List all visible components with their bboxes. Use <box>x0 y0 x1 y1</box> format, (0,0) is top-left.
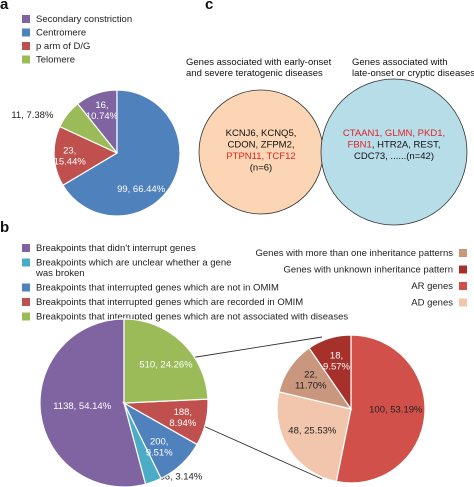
legend-label: AD genes <box>411 298 453 309</box>
venn-left-gene-text: CDON, ZFPM2, <box>227 140 294 151</box>
legend-label: Breakpoints that interrupted genes which… <box>36 297 303 308</box>
slice-label: 23, <box>63 145 76 156</box>
legend-label: Telomere <box>36 55 75 66</box>
venn-right-gene-text: FBN1 <box>348 140 372 151</box>
venn-right-gene-text: , HTR2A, REST, <box>372 140 441 151</box>
venn-right-line: FBN1, HTR2A, REST, <box>348 140 441 151</box>
pie-slice <box>308 334 352 411</box>
venn-left-line: CDON, ZFPM2, <box>227 140 294 151</box>
slice-label: 200, <box>150 437 169 448</box>
legend-swatch <box>459 265 467 274</box>
venn-right-gene-text: CTAAN1, GLMN, PKD1, <box>343 128 445 139</box>
slice-label: 15.44% <box>54 156 87 167</box>
pie-slice <box>39 318 147 487</box>
venn-right-gene-text: CDC73, ......(n=42) <box>354 151 434 162</box>
panel-label-c: c <box>205 0 213 13</box>
slice-label: 11, 7.38% <box>11 110 54 121</box>
legend-label: was broken <box>35 268 85 279</box>
legend-panel-b: Breakpoints that didn't interrupt genes B… <box>22 243 348 323</box>
legend-swatch <box>459 282 467 290</box>
venn-right-gene-list: CTAAN1, GLMN, PKD1,FBN1, HTR2A, REST,CDC… <box>343 128 445 162</box>
legend-swatch <box>459 249 467 257</box>
legend-label: Genes with unknown inheritance pattern <box>283 265 453 276</box>
legend-label: Breakpoints that didn't interrupt genes <box>36 243 196 254</box>
venn-left-line: PTPN11, TCF12 <box>226 151 295 162</box>
pie-slice <box>276 391 352 483</box>
slice-label: 22, <box>304 369 317 380</box>
slice-label: 9.57% <box>323 361 350 372</box>
legend-label: Genes with more than one inheritance pat… <box>255 248 453 259</box>
venn-right-line: CTAAN1, GLMN, PKD1, <box>343 128 445 139</box>
legend-label: Breakpoints that interrupted genes which… <box>36 283 279 294</box>
legend-label: Secondary constriction <box>36 14 132 25</box>
venn-left-line: KCNJ6, KCNQ5, <box>226 128 297 139</box>
venn-right-title-line1: Genes associated with <box>352 57 448 68</box>
venn-left-line: (n=6) <box>250 163 272 174</box>
legend-inheritance: Genes with more than one inheritance pat… <box>255 248 467 309</box>
venn-left-gene-list: KCNJ6, KCNQ5,CDON, ZFPM2,PTPN11, TCF12(n… <box>226 128 297 174</box>
pie-chart-inheritance: 100, 53.19% 48, 25.53% 22,11.70% 18,9.57% <box>276 334 426 484</box>
pie-slice <box>58 102 118 154</box>
legend-swatch <box>22 244 30 252</box>
legend-swatch <box>459 298 467 307</box>
legend-swatch <box>22 55 30 64</box>
venn-left-gene-text: KCNJ6, KCNQ5, <box>226 128 297 139</box>
legend-swatch <box>22 258 30 267</box>
legend-swatch <box>22 312 30 321</box>
pie-slice <box>335 334 426 484</box>
slice-label: 10.74% <box>86 111 119 122</box>
legend-label: Breakpoints that interrupted genes which… <box>36 312 348 323</box>
venn-right-line: CDC73, ......(n=42) <box>354 151 434 162</box>
legend-label: Breakpoints which are unclear whether a … <box>36 258 231 269</box>
panel-label-a: a <box>0 0 9 13</box>
pie-slice <box>53 125 119 187</box>
legend-swatch <box>22 283 30 292</box>
legend-swatch <box>22 42 30 50</box>
slice-label: 8.94% <box>169 418 196 429</box>
slice-label: 99, 66.44% <box>117 184 166 195</box>
venn-right-circle <box>320 78 468 226</box>
pie-slice <box>62 89 181 217</box>
pie-chart-panel-a: 16,10.74% 99, 66.44% 23,15.44% 11, 7.38% <box>11 89 181 217</box>
legend-label: AR genes <box>411 281 453 292</box>
slice-label: 66, 3.14% <box>159 472 202 483</box>
legend-swatch <box>22 298 30 306</box>
legend-panel-a: Secondary constriction Centromere p arm of… <box>22 14 132 66</box>
slice-label: 18, <box>330 350 343 361</box>
venn-diagram: Genes associated with early-onset and se… <box>186 57 474 226</box>
slice-label: 16, <box>95 100 108 111</box>
slice-label: 510, 24.26% <box>139 359 193 370</box>
pie-slice <box>123 318 209 404</box>
venn-left-gene-text: PTPN11, TCF12 <box>226 151 295 162</box>
legend-label: p arm of D/G <box>36 41 90 52</box>
slice-label: 1138, 54.14% <box>53 401 111 412</box>
pie-chart-breakpoints: 1138, 54.14% 66, 3.14% 200,9.51% 188,8.94% 5… <box>39 318 209 487</box>
venn-right-title-line2: late-onset or cryptic diseases <box>352 68 474 79</box>
panel-label-b: b <box>0 219 9 236</box>
legend-swatch <box>22 15 30 23</box>
venn-left-title-line1: Genes associated with early-onset <box>186 57 332 68</box>
slice-label: 100, 53.19% <box>369 405 423 416</box>
venn-left-gene-text: (n=6) <box>250 163 272 174</box>
legend-label: Centromere <box>36 28 86 39</box>
venn-left-title-line2: and severe teratogenic diseases <box>186 68 323 79</box>
slice-label: 11.70% <box>295 380 327 391</box>
slice-label: 188, <box>174 407 193 418</box>
legend-swatch <box>22 28 30 37</box>
slice-label: 48, 25.53% <box>288 426 337 437</box>
slice-label: 9.51% <box>146 448 173 459</box>
zoom-connector-lines <box>189 336 323 480</box>
